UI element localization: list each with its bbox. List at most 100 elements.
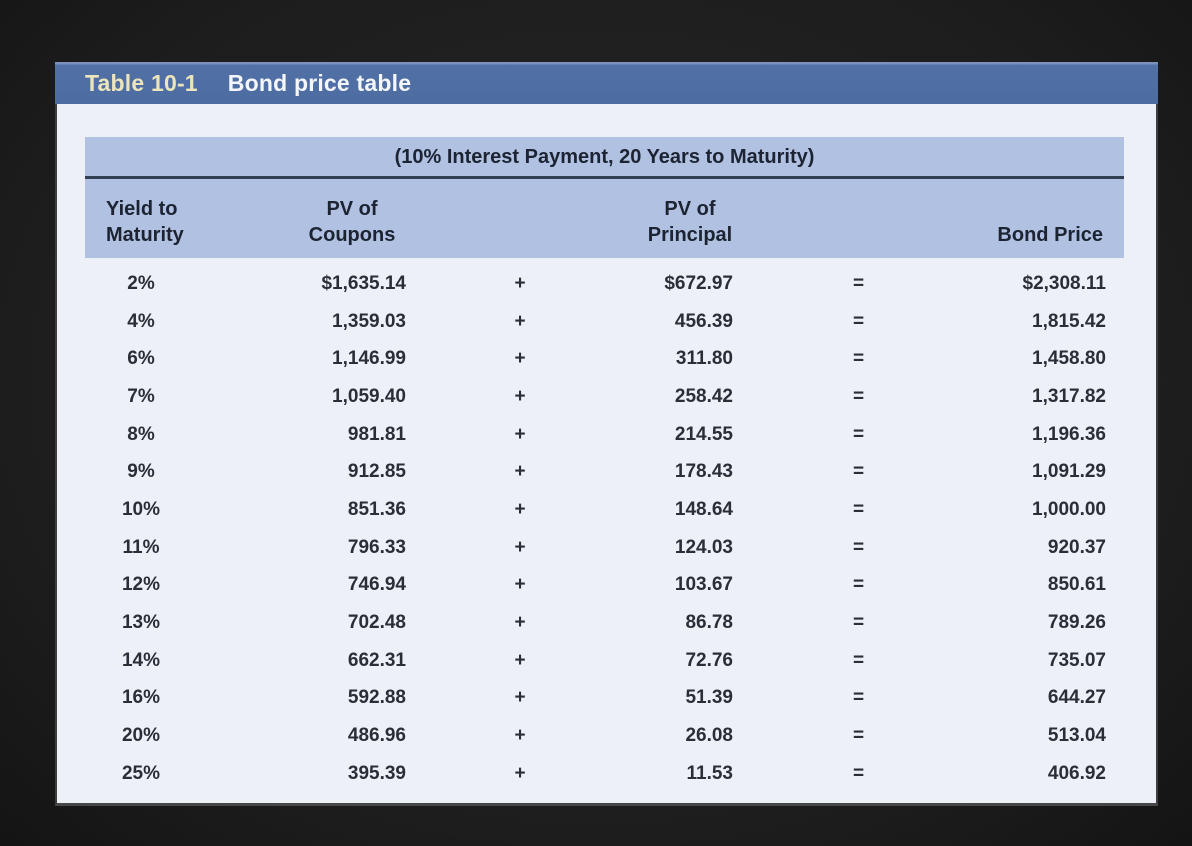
equals-operator: = <box>852 536 865 558</box>
table-rows-container: 2% $1,635.14 + $672.97 = $2,308.11 4% 1,359.03 +… <box>57 265 1110 793</box>
pv-principal-cell: 11.53 <box>686 762 734 784</box>
pv-principal-cell: $672.97 <box>664 272 733 294</box>
table-subtitle: (10% Interest Payment, 20 Years to Matur… <box>394 146 815 168</box>
col-header-line: Maturity <box>106 224 184 246</box>
bond-price-cell: 1,815.42 <box>1032 310 1106 332</box>
equals-operator: = <box>852 272 865 294</box>
plus-operator: + <box>514 649 526 671</box>
bond-price-table-figure: Table 10-1 Bond price table (10% Interes… <box>55 62 1158 806</box>
pv-coupons-cell: 662.31 <box>347 649 406 671</box>
subtitle-rule <box>85 176 1124 179</box>
pv-coupons-cell: 981.81 <box>347 423 406 445</box>
table-row: 20% 486.96 +26.08 = 513.04 <box>57 717 1110 755</box>
equals-operator: = <box>852 423 865 445</box>
col-header-pv-of-coupons: PV of Coupons <box>309 196 396 248</box>
table-row: 16% 592.88 +51.39 = 644.27 <box>57 680 1110 718</box>
col-header-pv-of-principal: PV of Principal <box>648 196 732 248</box>
table-row: 4% 1,359.03 +456.39 = 1,815.42 <box>57 303 1110 341</box>
yield-cell: 13% <box>121 612 161 634</box>
pv-principal-cell: 86.78 <box>685 612 733 634</box>
bond-price-cell: $2,308.11 <box>1022 272 1106 294</box>
yield-cell: 7% <box>127 385 155 407</box>
bond-price-cell: 513.04 <box>1047 725 1106 747</box>
plus-operator: + <box>514 574 526 596</box>
yield-cell: 4% <box>127 310 155 332</box>
table-title: Bond price table <box>227 69 412 96</box>
pv-coupons-cell: 1,059.40 <box>332 385 406 407</box>
col-header-bond-price: Bond Price <box>997 222 1103 248</box>
pv-principal-cell: 178.43 <box>674 461 733 483</box>
plus-operator: + <box>514 423 526 445</box>
equals-operator: = <box>852 461 865 483</box>
plus-operator: + <box>514 536 526 558</box>
pv-principal-cell: 148.64 <box>674 498 733 520</box>
col-header-line: PV of <box>664 198 716 220</box>
table-row: 12% 746.94 +103.67 = 850.61 <box>57 567 1110 605</box>
equals-operator: = <box>852 612 865 634</box>
plus-operator: + <box>514 498 526 520</box>
table-row: 14% 662.31 +72.76 = 735.07 <box>57 642 1110 680</box>
pv-principal-cell: 311.80 <box>675 348 733 370</box>
plus-operator: + <box>514 272 526 294</box>
equals-operator: = <box>852 385 865 407</box>
yield-cell: 8% <box>127 423 155 445</box>
yield-cell: 20% <box>121 725 161 747</box>
bond-price-cell: 1,317.82 <box>1032 385 1106 407</box>
equals-operator: = <box>852 762 865 784</box>
table-row: 10% 851.36 +148.64 = 1,000.00 <box>57 491 1110 529</box>
pv-principal-cell: 456.39 <box>674 310 733 332</box>
pv-coupons-cell: 702.48 <box>347 612 406 634</box>
table-row: 9% 912.85 +178.43 = 1,091.29 <box>57 453 1110 491</box>
plus-operator: + <box>514 762 526 784</box>
bond-price-cell: 1,458.80 <box>1032 348 1106 370</box>
col-header-line: PV of <box>326 198 378 220</box>
plus-operator: + <box>514 687 526 709</box>
pv-principal-cell: 26.08 <box>685 725 733 747</box>
plus-operator: + <box>514 725 526 747</box>
yield-cell: 6% <box>127 348 155 370</box>
plus-operator: + <box>514 385 526 407</box>
plus-operator: + <box>514 612 526 634</box>
table-row: 2% $1,635.14 + $672.97 = $2,308.11 <box>57 265 1110 303</box>
equals-operator: = <box>852 574 865 596</box>
pv-coupons-cell: 486.96 <box>347 725 406 747</box>
pv-principal-cell: 103.67 <box>674 574 733 596</box>
pv-principal-cell: 258.42 <box>674 385 733 407</box>
bond-price-cell: 920.37 <box>1047 536 1106 558</box>
col-header-line: Coupons <box>308 224 396 246</box>
pv-coupons-cell: 851.36 <box>347 498 406 520</box>
bond-price-cell: 789.26 <box>1047 612 1106 634</box>
pv-principal-cell: 214.55 <box>674 423 733 445</box>
pv-coupons-cell: 796.33 <box>347 536 406 558</box>
table-row: 6% 1,146.99 +311.80 = 1,458.80 <box>57 340 1110 378</box>
bond-price-cell: 644.27 <box>1047 687 1106 709</box>
table-row: 7% 1,059.40 +258.42 = 1,317.82 <box>57 378 1110 416</box>
pv-coupons-cell: 912.85 <box>347 461 406 483</box>
plus-operator: + <box>514 461 526 483</box>
table-row: 8% 981.81 +214.55 = 1,196.36 <box>57 416 1110 454</box>
bond-price-cell: 735.07 <box>1047 649 1106 671</box>
bond-price-cell: 850.61 <box>1047 574 1106 596</box>
equals-operator: = <box>852 725 865 747</box>
table-title-bar: Table 10-1 Bond price table <box>55 62 1158 104</box>
equals-operator: = <box>852 649 865 671</box>
yield-cell: 12% <box>121 574 161 596</box>
yield-cell: 25% <box>121 762 161 784</box>
pv-principal-cell: 51.39 <box>685 687 733 709</box>
plus-operator: + <box>514 310 526 332</box>
pv-coupons-cell: $1,635.14 <box>321 272 406 294</box>
table-body-panel: (10% Interest Payment, 20 Years to Matur… <box>55 104 1158 806</box>
pv-coupons-cell: 592.88 <box>347 687 406 709</box>
col-header-yield-to-maturity: Yield to Maturity <box>106 196 184 248</box>
pv-principal-cell: 124.03 <box>674 536 733 558</box>
col-header-line: Yield to <box>106 198 178 220</box>
yield-cell: 2% <box>127 272 155 294</box>
yield-cell: 11% <box>122 536 160 558</box>
table-row: 13% 702.48 +86.78 = 789.26 <box>57 604 1110 642</box>
pv-coupons-cell: 1,359.03 <box>332 310 406 332</box>
equals-operator: = <box>852 687 865 709</box>
plus-operator: + <box>514 348 526 370</box>
col-header-line: Bond Price <box>997 224 1103 246</box>
pv-principal-cell: 72.76 <box>685 649 733 671</box>
